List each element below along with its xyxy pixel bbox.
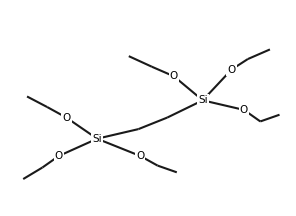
Text: O: O — [136, 151, 144, 161]
Text: O: O — [240, 105, 248, 115]
Text: O: O — [54, 151, 63, 161]
Text: O: O — [227, 65, 236, 75]
Text: O: O — [170, 71, 178, 81]
Text: O: O — [62, 113, 70, 123]
Text: Si: Si — [198, 95, 207, 105]
Text: Si: Si — [92, 134, 102, 144]
